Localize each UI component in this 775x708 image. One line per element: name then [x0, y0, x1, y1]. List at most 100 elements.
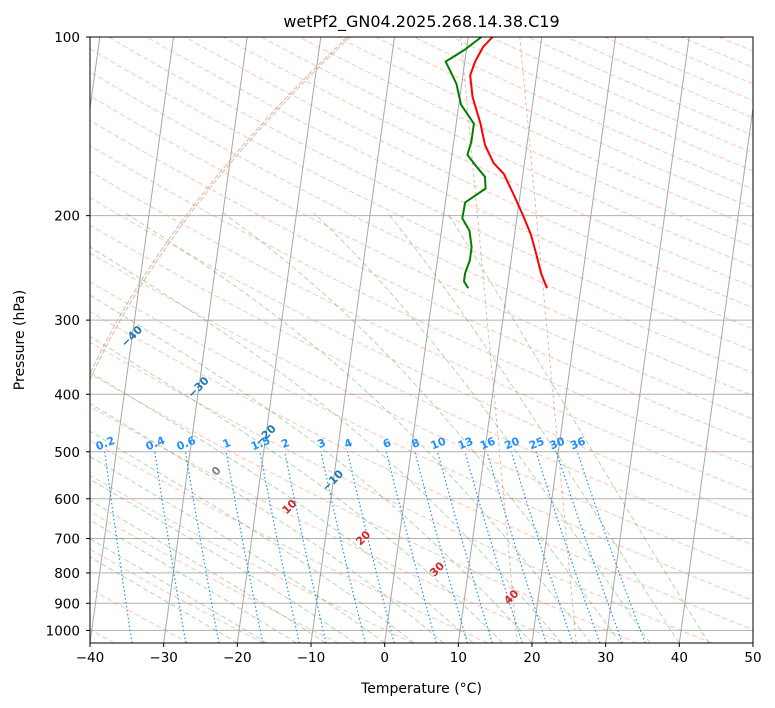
y-axis-label: Pressure (hPa) [12, 290, 28, 390]
mixing-ratio-line [464, 451, 523, 643]
mixing-ratio-line [346, 451, 395, 643]
isotherm-line [310, 37, 395, 643]
x-tick-label: 50 [744, 650, 761, 666]
y-tick-label: 500 [54, 445, 80, 461]
x-tick-label: 10 [450, 650, 467, 666]
dry-adiabat-line [90, 511, 339, 643]
x-tick-label: 20 [523, 650, 540, 666]
ccl-curve [90, 37, 348, 375]
y-tick-label: 700 [54, 532, 80, 548]
y-tick-label: 200 [54, 209, 80, 225]
mixing-ratio-line [535, 451, 601, 643]
isotherm-line [678, 104, 753, 643]
x-axis: −40 −30 −20 −10 0 10 20 30 40 50 [76, 643, 762, 666]
moist-adiabat-line [90, 430, 415, 643]
plot-frame [89, 36, 754, 644]
mixing-ratio-line [385, 451, 437, 643]
isotherm-line [236, 37, 322, 643]
mixing-ratio-label: 36 [568, 435, 587, 453]
y-axis: 100 200 300 400 500 600 700 800 900 1000 [46, 30, 90, 639]
mixing-ratio-line [510, 451, 574, 643]
mixing-ratio-line [184, 451, 220, 643]
y-tick-label: 1000 [46, 623, 80, 639]
dry-adiabat-line [146, 37, 753, 330]
moist-adiabat-line [90, 371, 474, 643]
moist-adiabat-line [387, 212, 680, 643]
mixing-ratio-line [320, 451, 366, 643]
dry-adiabat-line [90, 252, 753, 574]
skewed-isotherms [90, 37, 753, 643]
mixing-ratio-line [437, 451, 493, 643]
moist-adiabat-line [90, 499, 326, 643]
dry-adiabats [90, 37, 753, 643]
isotherm-line [163, 37, 248, 643]
moist-adiabat-line [125, 212, 592, 643]
mixing-ratio-lines [104, 451, 646, 643]
profile-line [444, 37, 487, 289]
x-tick-label: −10 [297, 650, 326, 666]
moist-adiabat-line [90, 538, 268, 643]
isotherm-line [384, 37, 469, 643]
moist-adiabats [90, 212, 710, 643]
mixing-ratio-label: 30 [548, 435, 567, 453]
x-tick-label: 40 [671, 650, 688, 666]
isotherm-line [90, 37, 174, 643]
dry-adiabat-line [90, 48, 753, 374]
moist-adiabat-line [90, 246, 562, 643]
dry-adiabat-line [375, 37, 753, 209]
dry-adiabat-line [299, 37, 753, 248]
mixing-ratio-label: 13 [456, 435, 475, 453]
moist-adiabat-line [90, 478, 356, 643]
isotherm-line [531, 37, 616, 643]
x-tick-label: 0 [380, 650, 389, 666]
moist-adiabat-line [90, 519, 297, 643]
dry-adiabat-line [90, 119, 753, 444]
y-tick-label: 900 [54, 596, 80, 612]
mixing-ratio-line [414, 451, 469, 643]
dry-adiabat-line [108, 37, 753, 352]
mixing-ratio-label: 1 [221, 436, 233, 451]
moist-adiabat-line [90, 294, 533, 643]
mixing-ratio-line [259, 451, 300, 643]
mixing-ratio-line [576, 451, 646, 643]
moist-adiabat-line [313, 212, 651, 643]
dry-adiabat-line [90, 474, 414, 643]
isotherm-line [605, 37, 690, 643]
moist-adiabat-line [90, 335, 503, 643]
y-tick-label: 300 [54, 313, 80, 329]
chart-title: wetPf2_GN04.2025.268.14.38.C19 [283, 12, 559, 32]
mixing-ratio-line [555, 451, 623, 643]
moist-adiabat-line [90, 455, 385, 643]
y-tick-label: 800 [54, 566, 80, 582]
dry-adiabat-line [90, 406, 563, 643]
background-line-labels: 0.10.20.40.611.52346810131620253036−100−… [94, 323, 588, 607]
y-tick-label: 600 [54, 492, 80, 508]
dry-adiabat-line [184, 37, 753, 309]
moist-adiabat-line [90, 402, 444, 643]
y-tick-label: 400 [54, 387, 80, 403]
ccl-curves [90, 37, 577, 643]
dry-adiabat-line [90, 95, 753, 420]
mixing-ratio-label: 20 [502, 435, 521, 453]
dry-adiabat-line [490, 37, 753, 154]
x-tick-label: −40 [76, 650, 105, 666]
dry-adiabat-line [90, 71, 753, 397]
moist-adiabat-line [90, 556, 238, 643]
isobar-gridlines [90, 215, 753, 631]
dry-adiabat-line [90, 224, 753, 546]
moist-adiabat-line [447, 212, 710, 643]
mixing-ratio-label: 25 [527, 435, 546, 453]
x-tick-label: −20 [223, 650, 252, 666]
mixing-ratio-line [104, 451, 133, 643]
ccl-curve [90, 37, 351, 381]
dry-adiabat-line [90, 170, 753, 494]
mixing-ratio-label: 16 [478, 435, 497, 453]
dry-adiabat-line [90, 145, 753, 469]
dry-adiabat-line [337, 37, 753, 228]
isotherm-line [457, 37, 543, 643]
mixing-ratio-line [486, 451, 547, 643]
mixing-ratio-label: 8 [410, 436, 422, 451]
profile-line [469, 37, 548, 289]
profile-series [444, 37, 548, 289]
